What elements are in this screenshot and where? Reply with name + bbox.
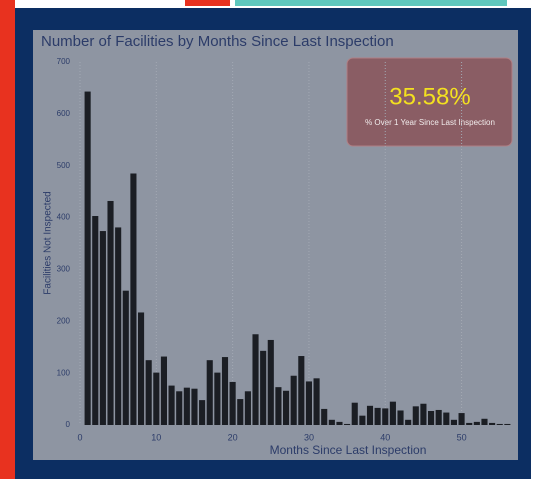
bar (374, 407, 381, 425)
bar (283, 390, 290, 425)
bar (305, 381, 312, 425)
bar (328, 419, 335, 425)
x-tick-label: 0 (77, 432, 82, 442)
y-tick-label: 700 (57, 57, 71, 66)
bar (138, 312, 145, 425)
bar (313, 378, 320, 425)
bar (237, 399, 244, 425)
bar (99, 231, 106, 425)
bar (92, 216, 99, 425)
bar (229, 381, 236, 425)
bar (359, 415, 366, 425)
bar (435, 409, 442, 425)
bar (244, 391, 251, 425)
bar (458, 413, 465, 425)
bar (389, 401, 396, 425)
bar (214, 372, 221, 425)
bar (428, 410, 435, 425)
y-tick-label: 300 (57, 265, 71, 274)
bar (275, 387, 282, 425)
bar (405, 419, 412, 425)
bar (504, 423, 511, 425)
bar (84, 91, 91, 426)
y-tick-label: 0 (66, 420, 71, 429)
bar (153, 372, 160, 425)
kpi-caption: % Over 1 Year Since Last Inspection (365, 118, 495, 127)
y-tick-label: 400 (57, 213, 71, 222)
bar (321, 408, 328, 425)
x-axis-label: Months Since Last Inspection (270, 443, 427, 457)
bar (397, 410, 404, 425)
bar (443, 412, 450, 425)
chart-title: Number of Facilities by Months Since Las… (41, 33, 394, 50)
bar (267, 339, 274, 425)
bar (336, 421, 343, 425)
bar (183, 387, 190, 425)
bar (351, 402, 358, 425)
bar (191, 388, 198, 425)
bar (199, 400, 206, 425)
bar (115, 227, 122, 425)
bar (290, 375, 297, 425)
bar (221, 357, 229, 425)
bar (344, 423, 351, 425)
bar (130, 173, 137, 425)
bar (496, 423, 503, 425)
kpi-card (346, 57, 513, 147)
bar (206, 360, 213, 425)
bar (107, 200, 114, 425)
bar (366, 405, 374, 425)
y-tick-label: 600 (57, 109, 71, 118)
x-tick-label: 50 (457, 432, 467, 442)
bar (176, 391, 183, 425)
bar (260, 350, 267, 425)
x-tick-label: 30 (304, 432, 314, 442)
y-tick-label: 100 (57, 368, 71, 377)
x-tick-label: 10 (151, 432, 161, 442)
y-tick-label: 200 (57, 316, 71, 325)
bar (489, 422, 496, 425)
side-strip (0, 0, 15, 479)
y-axis-label: Facilities Not Inspected (43, 191, 54, 294)
bar (145, 360, 152, 425)
bar (160, 356, 167, 425)
kpi-value: 35.58% (389, 83, 470, 110)
bar (420, 403, 427, 425)
y-tick-label: 500 (57, 161, 71, 170)
bar (298, 356, 305, 425)
bar (168, 385, 175, 425)
bar (466, 422, 473, 425)
bar (412, 406, 419, 425)
bar (122, 290, 129, 425)
bar (481, 418, 488, 425)
x-tick-label: 40 (380, 432, 390, 442)
bar (450, 419, 457, 425)
top-strip-red (185, 0, 230, 6)
bar (382, 408, 389, 425)
top-strip-teal (235, 0, 507, 6)
bar (252, 334, 259, 425)
bar (473, 421, 480, 425)
x-tick-label: 20 (228, 432, 238, 442)
